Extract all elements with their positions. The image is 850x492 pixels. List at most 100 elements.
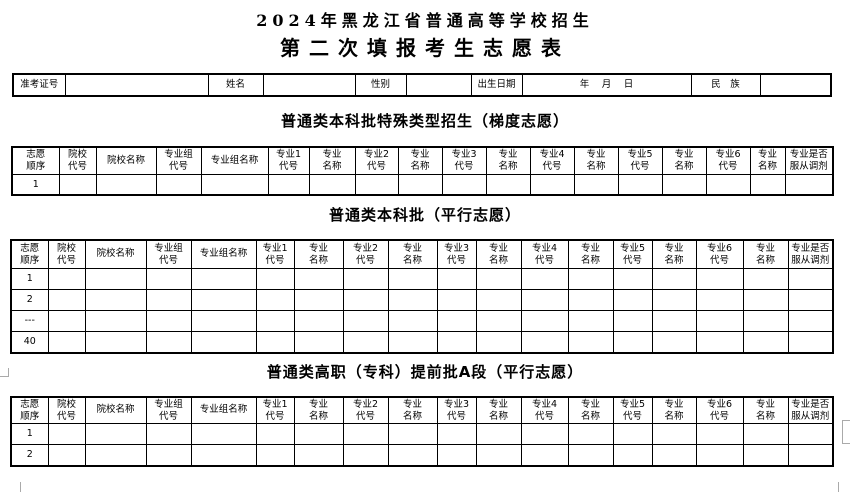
- entry-cell[interactable]: [145, 310, 192, 332]
- entry-cell[interactable]: [436, 289, 477, 311]
- entry-cell[interactable]: [651, 289, 697, 311]
- entry-cell[interactable]: [651, 331, 697, 354]
- entry-cell[interactable]: [436, 310, 477, 332]
- entry-cell[interactable]: [742, 268, 789, 290]
- entry-cell[interactable]: [651, 444, 697, 467]
- entry-cell[interactable]: [520, 423, 569, 445]
- entry-cell[interactable]: [145, 331, 192, 354]
- entry-cell[interactable]: [200, 174, 269, 196]
- entry-cell[interactable]: [190, 423, 257, 445]
- entry-cell[interactable]: [293, 310, 344, 332]
- entry-cell[interactable]: [293, 289, 344, 311]
- entry-cell[interactable]: [397, 174, 443, 196]
- entry-cell[interactable]: [436, 331, 477, 354]
- entry-cell[interactable]: [651, 310, 697, 332]
- entry-cell[interactable]: [190, 268, 257, 290]
- entry-cell[interactable]: [567, 423, 614, 445]
- entry-cell[interactable]: [520, 310, 569, 332]
- info-field[interactable]: [405, 73, 472, 97]
- entry-cell[interactable]: [342, 423, 389, 445]
- entry-cell[interactable]: [695, 268, 744, 290]
- entry-cell[interactable]: [190, 331, 257, 354]
- entry-cell[interactable]: [475, 331, 522, 354]
- entry-cell[interactable]: [617, 174, 663, 196]
- entry-cell[interactable]: [387, 289, 438, 311]
- entry-cell[interactable]: [145, 289, 192, 311]
- entry-cell[interactable]: [695, 331, 744, 354]
- entry-cell[interactable]: [651, 423, 697, 445]
- entry-cell[interactable]: [520, 331, 569, 354]
- info-field[interactable]: [64, 73, 209, 97]
- entry-cell[interactable]: [47, 423, 86, 445]
- entry-cell[interactable]: [520, 444, 569, 467]
- entry-cell[interactable]: [95, 174, 157, 196]
- entry-cell[interactable]: [612, 331, 653, 354]
- entry-cell[interactable]: [612, 310, 653, 332]
- entry-cell[interactable]: [749, 174, 786, 196]
- entry-cell[interactable]: [567, 444, 614, 467]
- entry-cell[interactable]: [436, 423, 477, 445]
- entry-cell[interactable]: [742, 444, 789, 467]
- info-field[interactable]: [759, 73, 832, 97]
- entry-cell[interactable]: [436, 444, 477, 467]
- entry-cell[interactable]: [529, 174, 575, 196]
- entry-cell[interactable]: [255, 310, 295, 332]
- entry-cell[interactable]: [190, 444, 257, 467]
- entry-cell[interactable]: [787, 331, 834, 354]
- entry-cell[interactable]: [342, 331, 389, 354]
- entry-cell[interactable]: [787, 310, 834, 332]
- entry-cell[interactable]: [293, 331, 344, 354]
- entry-cell[interactable]: [787, 289, 834, 311]
- entry-cell[interactable]: [784, 174, 834, 196]
- entry-cell[interactable]: [612, 268, 653, 290]
- entry-cell[interactable]: [485, 174, 531, 196]
- entry-cell[interactable]: [567, 289, 614, 311]
- entry-cell[interactable]: [342, 444, 389, 467]
- entry-cell[interactable]: [58, 174, 97, 196]
- entry-cell[interactable]: [612, 444, 653, 467]
- entry-cell[interactable]: [255, 423, 295, 445]
- entry-cell[interactable]: [742, 423, 789, 445]
- entry-cell[interactable]: [612, 423, 653, 445]
- entry-cell[interactable]: [705, 174, 751, 196]
- entry-cell[interactable]: [787, 444, 834, 467]
- entry-cell[interactable]: [475, 268, 522, 290]
- entry-cell[interactable]: [342, 289, 389, 311]
- entry-cell[interactable]: [47, 289, 86, 311]
- entry-cell[interactable]: [441, 174, 487, 196]
- entry-cell[interactable]: [475, 444, 522, 467]
- entry-cell[interactable]: [387, 268, 438, 290]
- entry-cell[interactable]: [436, 268, 477, 290]
- entry-cell[interactable]: [695, 444, 744, 467]
- entry-cell[interactable]: [387, 423, 438, 445]
- entry-cell[interactable]: [190, 289, 257, 311]
- entry-cell[interactable]: [255, 289, 295, 311]
- entry-cell[interactable]: [267, 174, 310, 196]
- entry-cell[interactable]: [255, 268, 295, 290]
- entry-cell[interactable]: [145, 268, 192, 290]
- entry-cell[interactable]: [787, 268, 834, 290]
- entry-cell[interactable]: [475, 289, 522, 311]
- info-field[interactable]: [262, 73, 356, 97]
- entry-cell[interactable]: [84, 331, 147, 354]
- entry-cell[interactable]: [567, 310, 614, 332]
- entry-cell[interactable]: [520, 289, 569, 311]
- entry-cell[interactable]: [293, 444, 344, 467]
- entry-cell[interactable]: [387, 331, 438, 354]
- entry-cell[interactable]: [661, 174, 707, 196]
- entry-cell[interactable]: [354, 174, 399, 196]
- entry-cell[interactable]: [84, 423, 147, 445]
- entry-cell[interactable]: [190, 310, 257, 332]
- entry-cell[interactable]: [293, 268, 344, 290]
- entry-cell[interactable]: [742, 331, 789, 354]
- entry-cell[interactable]: [47, 268, 86, 290]
- entry-cell[interactable]: [475, 310, 522, 332]
- entry-cell[interactable]: [475, 423, 522, 445]
- entry-cell[interactable]: [387, 310, 438, 332]
- entry-cell[interactable]: [573, 174, 619, 196]
- entry-cell[interactable]: [84, 444, 147, 467]
- entry-cell[interactable]: [145, 423, 192, 445]
- entry-cell[interactable]: [84, 268, 147, 290]
- entry-cell[interactable]: [612, 289, 653, 311]
- entry-cell[interactable]: [47, 310, 86, 332]
